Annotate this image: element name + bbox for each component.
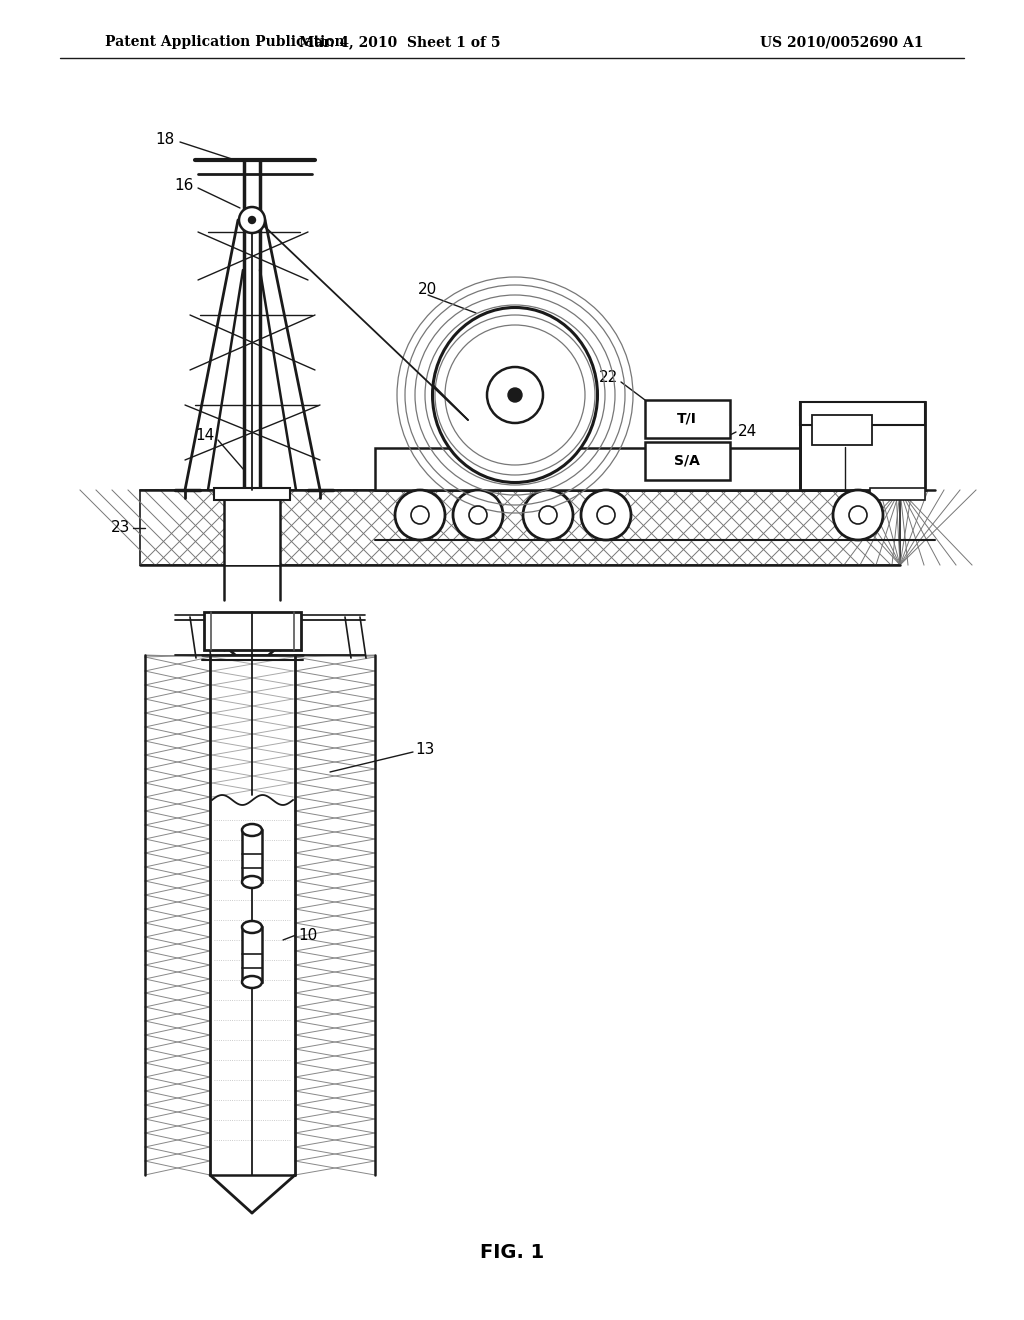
Circle shape bbox=[508, 388, 522, 403]
Ellipse shape bbox=[242, 876, 262, 888]
Text: 22: 22 bbox=[599, 371, 618, 385]
Ellipse shape bbox=[242, 921, 262, 933]
Bar bbox=[870, 488, 925, 500]
Bar bbox=[211, 655, 294, 1175]
Circle shape bbox=[411, 506, 429, 524]
Bar bbox=[242, 830, 262, 882]
Circle shape bbox=[453, 490, 503, 540]
Circle shape bbox=[597, 506, 615, 524]
Text: 16: 16 bbox=[175, 177, 194, 193]
Text: 10: 10 bbox=[298, 928, 317, 942]
Circle shape bbox=[239, 207, 265, 234]
Ellipse shape bbox=[432, 308, 597, 483]
Bar bbox=[645, 400, 730, 438]
Text: FIG. 1: FIG. 1 bbox=[480, 1242, 544, 1262]
Text: 24: 24 bbox=[738, 425, 758, 440]
Bar bbox=[375, 447, 885, 490]
Circle shape bbox=[395, 490, 445, 540]
Circle shape bbox=[523, 490, 573, 540]
Bar bbox=[645, 442, 730, 480]
Circle shape bbox=[581, 490, 631, 540]
Ellipse shape bbox=[242, 975, 262, 987]
Text: 13: 13 bbox=[415, 742, 434, 758]
Bar bbox=[140, 490, 900, 565]
Bar bbox=[812, 414, 872, 445]
Text: US 2010/0052690 A1: US 2010/0052690 A1 bbox=[760, 36, 924, 49]
Bar bbox=[242, 927, 262, 982]
Text: 14: 14 bbox=[196, 428, 215, 442]
Text: 18: 18 bbox=[156, 132, 175, 148]
Bar bbox=[800, 403, 925, 425]
Circle shape bbox=[539, 506, 557, 524]
Text: 23: 23 bbox=[111, 520, 130, 536]
Bar bbox=[204, 612, 301, 649]
Text: Patent Application Publication: Patent Application Publication bbox=[105, 36, 345, 49]
Bar bbox=[224, 490, 280, 565]
Circle shape bbox=[849, 506, 867, 524]
Text: 20: 20 bbox=[418, 282, 437, 297]
Ellipse shape bbox=[242, 824, 262, 836]
Circle shape bbox=[249, 216, 256, 223]
Text: S/A: S/A bbox=[674, 454, 700, 469]
Circle shape bbox=[833, 490, 883, 540]
Bar bbox=[800, 403, 925, 490]
Bar bbox=[214, 488, 290, 500]
Text: Mar. 4, 2010  Sheet 1 of 5: Mar. 4, 2010 Sheet 1 of 5 bbox=[299, 36, 501, 49]
Circle shape bbox=[469, 506, 487, 524]
Text: T/I: T/I bbox=[677, 412, 697, 426]
Circle shape bbox=[487, 367, 543, 422]
